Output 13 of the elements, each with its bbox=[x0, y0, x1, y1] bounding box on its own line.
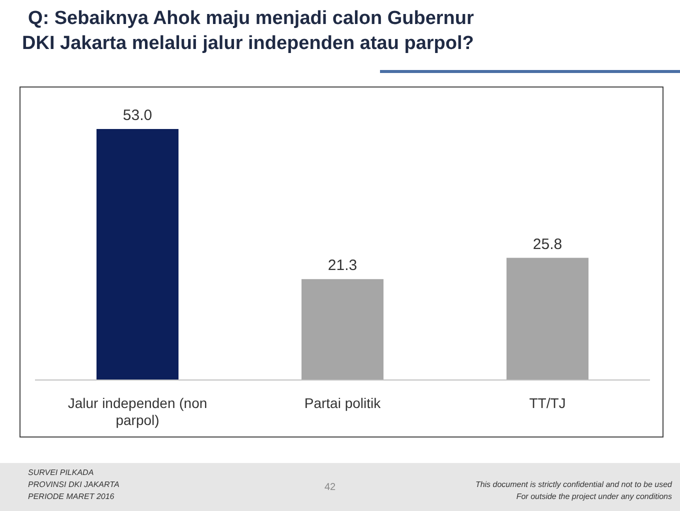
data-label: 25.8 bbox=[532, 236, 562, 253]
text: This document is strictly confidential and not to be used bbox=[475, 480, 673, 489]
text: PROVINSI DKI JAKARTA bbox=[28, 480, 120, 489]
data-label: 21.3 bbox=[328, 257, 358, 274]
data-label: 53.0 bbox=[122, 107, 152, 124]
text: PERIODE MARET 2016 bbox=[28, 492, 115, 501]
x-tick-label: TT/TJ bbox=[529, 395, 566, 411]
text: For outside the project under any conditions bbox=[516, 492, 672, 501]
x-tick-label: Partai politik bbox=[304, 395, 382, 411]
x-tick-label: Jalur independen (non parpol) bbox=[68, 395, 208, 428]
text: 42 bbox=[324, 482, 336, 493]
chart-title: Q: Sebaiknya Ahok maju menjadi calon Gubernur DKI Jakarta melalui jalur independen atau parpol? bbox=[22, 8, 475, 54]
text: SURVEI PILKADA bbox=[28, 468, 94, 477]
